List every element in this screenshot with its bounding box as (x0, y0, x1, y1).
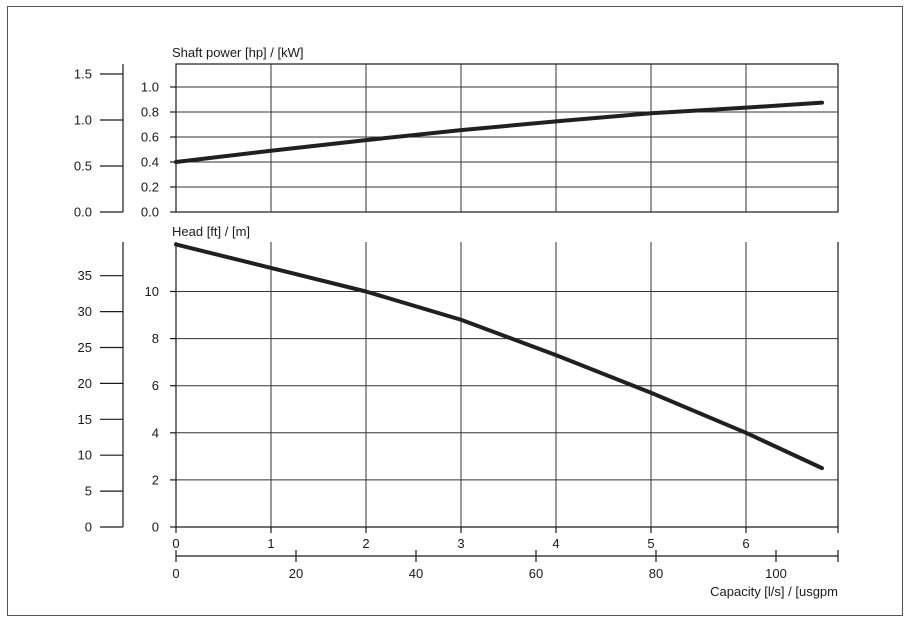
usgpm-tick-label: 60 (529, 566, 543, 581)
power-kw-tick-label: 0.0 (141, 205, 159, 220)
usgpm-tick-label: 40 (409, 566, 423, 581)
head-ft-tick-label: 5 (85, 484, 92, 499)
head-ft-tick-label: 10 (78, 448, 92, 463)
power-hp-tick-label: 1.0 (74, 113, 92, 128)
head-m-tick-label: 10 (145, 284, 159, 299)
power-panel-title: Shaft power [hp] / [kW] (172, 45, 304, 60)
ls-tick-label: 1 (267, 536, 274, 551)
power-kw-tick-label: 0.4 (141, 155, 159, 170)
head-curve (176, 244, 822, 468)
head-m-tick-label: 2 (152, 472, 159, 487)
power-kw-tick-label: 0.6 (141, 130, 159, 145)
ls-tick-label: 6 (742, 536, 749, 551)
head-ft-tick-label: 15 (78, 412, 92, 427)
ls-tick-label: 3 (457, 536, 464, 551)
head-m-tick-label: 8 (152, 331, 159, 346)
usgpm-tick-label: 80 (649, 566, 663, 581)
usgpm-tick-label: 20 (289, 566, 303, 581)
usgpm-tick-label: 0 (172, 566, 179, 581)
usgpm-tick-label: 100 (765, 566, 787, 581)
x-axis-label: Capacity [l/s] / [usgpm (710, 584, 838, 599)
power-hp-tick-label: 0.5 (74, 159, 92, 174)
power-plot-area (176, 64, 838, 212)
power-kw-tick-label: 0.8 (141, 105, 159, 120)
head-panel-title: Head [ft] / [m] (172, 224, 250, 239)
head-m-tick-label: 6 (152, 378, 159, 393)
head-m-tick-label: 4 (152, 425, 159, 440)
power-kw-tick-label: 0.2 (141, 180, 159, 195)
ls-tick-label: 2 (362, 536, 369, 551)
head-ft-tick-label: 25 (78, 340, 92, 355)
head-m-tick-label: 0 (152, 520, 159, 535)
head-ft-tick-label: 30 (78, 304, 92, 319)
head-ft-tick-label: 20 (78, 376, 92, 391)
power-hp-tick-label: 0.0 (74, 205, 92, 220)
head-ft-tick-label: 35 (78, 268, 92, 283)
ls-tick-label: 4 (552, 536, 559, 551)
power-hp-tick-label: 1.5 (74, 67, 92, 82)
power-kw-tick-label: 1.0 (141, 80, 159, 95)
ls-tick-label: 5 (647, 536, 654, 551)
head-ft-tick-label: 0 (85, 520, 92, 535)
ls-tick-label: 0 (172, 536, 179, 551)
